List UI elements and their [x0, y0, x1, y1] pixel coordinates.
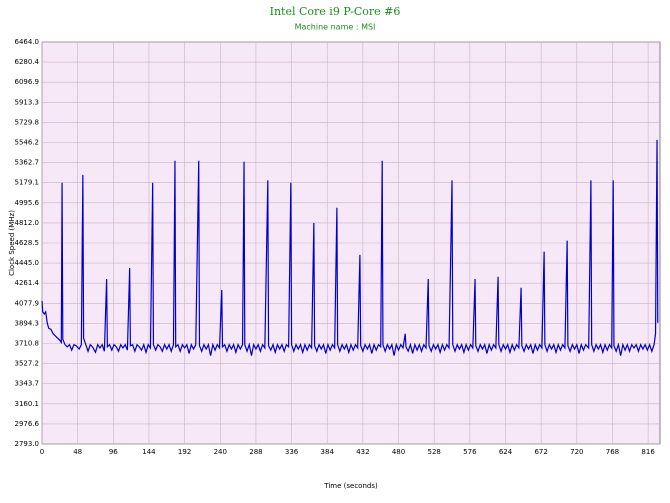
x-tick-label: 192 [178, 448, 191, 456]
y-tick-label: 5729.8 [15, 118, 40, 126]
line-series [41, 139, 659, 356]
x-tick-label: 720 [570, 448, 583, 456]
x-tick-label: 48 [73, 448, 82, 456]
y-tick-label: 6280.4 [15, 58, 40, 66]
x-tick-label: 672 [534, 448, 547, 456]
x-tick-label: 144 [142, 448, 156, 456]
x-tick-label: 240 [214, 448, 227, 456]
y-tick-label: 2976.6 [15, 420, 40, 428]
x-tick-label: 528 [428, 448, 441, 456]
y-tick-label: 3894.3 [15, 319, 40, 327]
x-tick-label: 0 [40, 448, 44, 456]
y-tick-label: 4261.4 [15, 279, 40, 287]
y-tick-label: 2793.0 [15, 440, 40, 448]
x-tick-label: 336 [285, 448, 299, 456]
y-tick-label: 3710.8 [15, 339, 40, 347]
x-tick-label: 288 [249, 448, 262, 456]
y-tick-label: 3160.1 [15, 400, 40, 408]
chart-title: Intel Core i9 P-Core #6 [270, 5, 401, 18]
x-tick-label: 624 [499, 448, 513, 456]
y-tick-label: 3343.7 [15, 380, 40, 388]
y-tick-label: 6096.9 [15, 78, 40, 86]
y-tick-label: 5179.1 [15, 179, 40, 187]
y-tick-label: 4445.0 [15, 259, 40, 267]
y-tick-label: 5546.2 [15, 139, 40, 147]
y-tick-label: 4995.6 [15, 199, 40, 207]
y-tick-label: 5913.3 [15, 98, 40, 106]
y-tick-label: 4812.0 [15, 219, 40, 227]
x-tick-label: 96 [109, 448, 118, 456]
chart-subtitle: Machine name : MSI [295, 23, 376, 32]
y-tick-label: 4077.9 [15, 299, 40, 307]
y-axis-label: Clock Speed (MHz) [8, 210, 16, 276]
y-tick-label: 6464.0 [15, 38, 40, 46]
y-tick-label: 3527.2 [15, 360, 40, 368]
x-tick-label: 576 [463, 448, 477, 456]
x-tick-label: 432 [356, 448, 369, 456]
x-tick-label: 816 [641, 448, 655, 456]
x-tick-label: 384 [321, 448, 335, 456]
y-tick-label: 5362.7 [15, 159, 40, 167]
x-tick-label: 480 [392, 448, 405, 456]
x-tick-label: 768 [606, 448, 619, 456]
x-axis-label: Time (seconds) [323, 482, 378, 490]
y-tick-label: 4628.5 [15, 239, 40, 247]
